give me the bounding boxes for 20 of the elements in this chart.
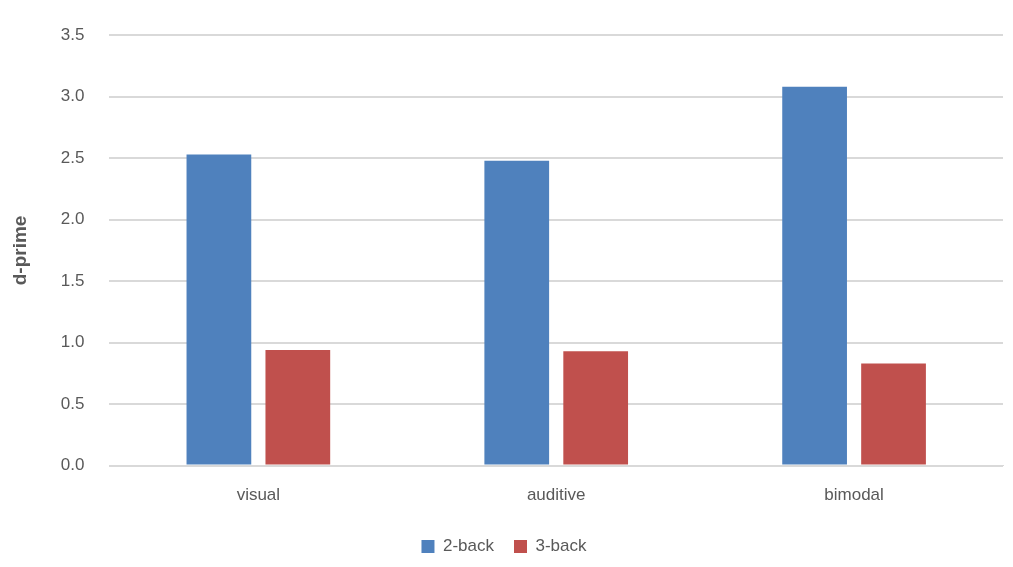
x-tick-label: auditive	[526, 485, 586, 505]
bar	[563, 351, 629, 465]
bar	[186, 154, 252, 465]
bar	[484, 160, 550, 465]
bar	[861, 363, 926, 465]
y-tick-label: 0.0	[60, 455, 85, 475]
x-tick-label: visual	[236, 485, 281, 505]
y-tick-label: 2.0	[60, 209, 85, 229]
y-tick-label: 3.0	[60, 86, 85, 106]
y-axis-title: d-prime	[8, 215, 30, 286]
legend-label: 3-back	[535, 536, 588, 556]
bar	[265, 350, 331, 465]
y-tick-label: 1.0	[60, 332, 85, 352]
y-tick-label: 2.5	[60, 147, 85, 167]
bar	[782, 86, 847, 465]
legend-label: 2-back	[442, 536, 495, 556]
x-tick-label: bimodal	[824, 485, 884, 505]
y-tick-label: 3.5	[60, 24, 85, 44]
y-tick-label: 1.5	[60, 270, 85, 290]
y-tick-label: 0.5	[60, 393, 85, 413]
